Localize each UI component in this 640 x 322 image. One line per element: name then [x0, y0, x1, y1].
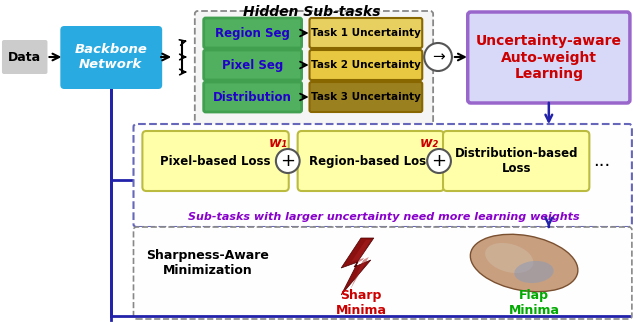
Text: Flap
Minima: Flap Minima	[509, 289, 559, 317]
Circle shape	[424, 43, 452, 71]
Circle shape	[427, 149, 451, 173]
Circle shape	[276, 149, 300, 173]
Text: ...: ...	[593, 152, 611, 170]
Text: Task 1 Uncertainty: Task 1 Uncertainty	[311, 28, 421, 38]
Text: w₂: w₂	[420, 136, 438, 150]
FancyBboxPatch shape	[204, 50, 301, 80]
Text: Data: Data	[8, 51, 42, 63]
Ellipse shape	[485, 243, 533, 273]
Text: Distribution-based
Loss: Distribution-based Loss	[454, 147, 578, 175]
Text: Sharpness-Aware
Minimization: Sharpness-Aware Minimization	[146, 249, 269, 277]
Ellipse shape	[470, 234, 578, 292]
FancyBboxPatch shape	[468, 12, 630, 103]
FancyBboxPatch shape	[142, 131, 289, 191]
Text: w₁: w₁	[268, 136, 287, 150]
Ellipse shape	[515, 261, 554, 283]
Text: Pixel-based Loss: Pixel-based Loss	[161, 155, 271, 167]
FancyBboxPatch shape	[195, 11, 433, 127]
Text: Region Seg: Region Seg	[215, 26, 290, 40]
FancyBboxPatch shape	[298, 131, 444, 191]
Text: Task 3 Uncertainty: Task 3 Uncertainty	[311, 92, 421, 102]
FancyBboxPatch shape	[310, 18, 422, 48]
FancyBboxPatch shape	[443, 131, 589, 191]
Text: Task 2 Uncertainty: Task 2 Uncertainty	[311, 60, 421, 70]
Text: +: +	[280, 152, 295, 170]
FancyBboxPatch shape	[310, 50, 422, 80]
FancyBboxPatch shape	[134, 227, 632, 319]
FancyBboxPatch shape	[310, 82, 422, 112]
FancyBboxPatch shape	[60, 26, 162, 89]
Text: +: +	[431, 152, 447, 170]
Text: →: →	[432, 50, 444, 64]
Text: Uncertainty-aware
Auto-weight
Learning: Uncertainty-aware Auto-weight Learning	[476, 34, 622, 81]
Text: Sharp
Minima: Sharp Minima	[335, 289, 387, 317]
Text: Hidden Sub-tasks: Hidden Sub-tasks	[243, 5, 380, 19]
Text: Sub-tasks with larger uncertainty need more learning weights: Sub-tasks with larger uncertainty need m…	[188, 212, 579, 222]
Text: Distribution: Distribution	[213, 90, 292, 103]
FancyBboxPatch shape	[134, 124, 632, 227]
Text: Pixel Seg: Pixel Seg	[222, 59, 284, 71]
FancyBboxPatch shape	[204, 82, 301, 112]
Polygon shape	[341, 238, 374, 295]
Polygon shape	[350, 240, 371, 290]
Text: Region-based Loss: Region-based Loss	[308, 155, 433, 167]
FancyBboxPatch shape	[2, 40, 47, 74]
FancyBboxPatch shape	[204, 18, 301, 48]
Text: Backbone
Network: Backbone Network	[74, 43, 147, 71]
